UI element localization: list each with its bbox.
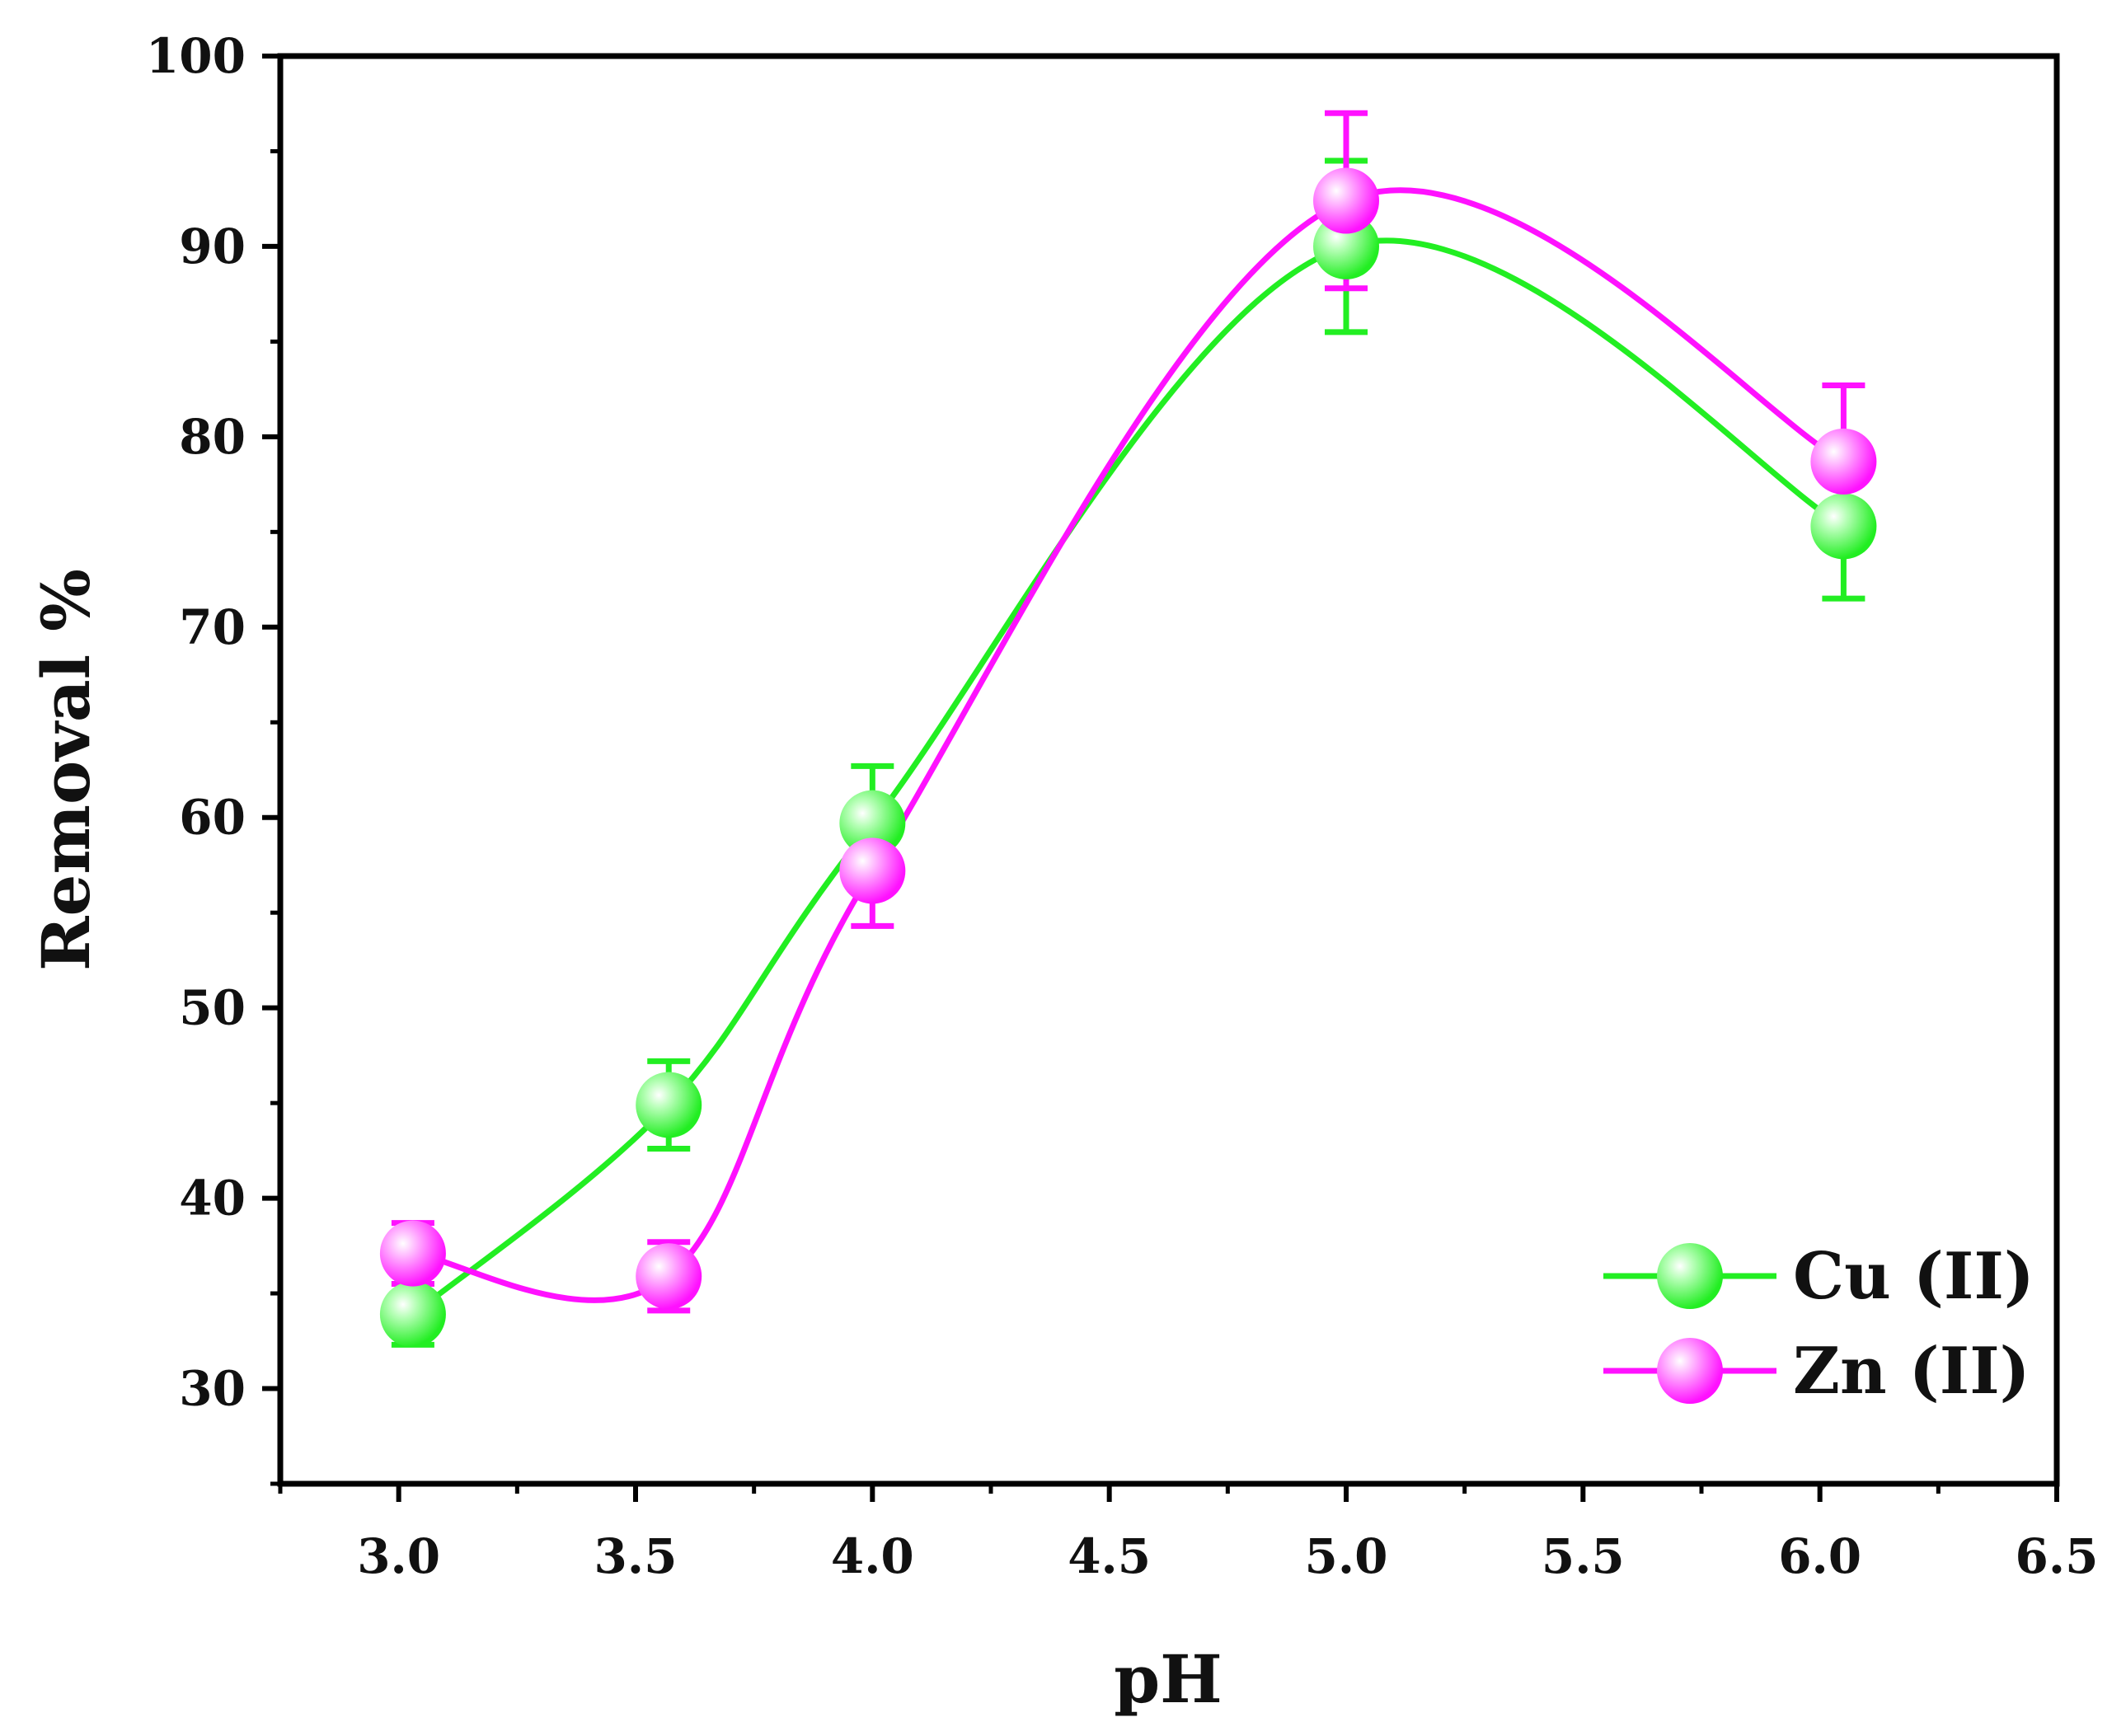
data-point-zn-ii-2 <box>839 838 906 904</box>
data-point-zn-ii-3 <box>1313 167 1379 234</box>
x-tick-label-6: 6.0 <box>1778 1528 1861 1584</box>
y-tick-label-3: 60 <box>179 790 246 846</box>
x-tick-label-3: 4.5 <box>1068 1528 1151 1584</box>
y-tick-label-0: 30 <box>179 1361 246 1417</box>
series-line-cu-ii <box>411 237 1846 1317</box>
x-tick-label-0: 3.0 <box>357 1528 440 1584</box>
y-tick-label-5: 80 <box>179 409 246 465</box>
x-tick-label-5: 5.5 <box>1542 1528 1625 1584</box>
x-axis-title: pH <box>1114 1640 1223 1718</box>
legend-marker-zn-ii <box>1657 1338 1723 1404</box>
x-tick-label-2: 4.0 <box>831 1528 914 1584</box>
y-axis-title: Removal % <box>27 569 105 971</box>
data-point-cu-ii-0 <box>379 1281 446 1348</box>
legend-label-cu-ii: Cu (II) <box>1793 1239 2034 1314</box>
data-point-cu-ii-3 <box>1313 213 1379 279</box>
data-point-cu-ii-4 <box>1810 493 1877 560</box>
data-point-zn-ii-0 <box>379 1220 446 1287</box>
y-tick-label-2: 50 <box>179 980 246 1036</box>
legend-item-zn-ii: Zn (II) <box>1603 1334 2030 1409</box>
x-tick-label-7: 6.5 <box>2016 1528 2099 1584</box>
legend-label-zn-ii: Zn (II) <box>1793 1334 2030 1409</box>
plot-frame <box>277 53 2060 1487</box>
x-tick-label-4: 5.0 <box>1305 1528 1388 1584</box>
y-tick-label-4: 70 <box>179 599 246 655</box>
y-tick-label-6: 90 <box>179 218 246 274</box>
data-point-zn-ii-1 <box>636 1243 702 1310</box>
legend-marker-cu-ii <box>1657 1243 1723 1309</box>
data-point-cu-ii-2 <box>839 790 906 856</box>
data-point-zn-ii-4 <box>1810 428 1877 495</box>
x-tick-label-1: 3.5 <box>594 1528 678 1584</box>
legend-item-cu-ii: Cu (II) <box>1603 1239 2034 1314</box>
y-tick-label-7: 100 <box>146 28 246 84</box>
y-tick-label-1: 40 <box>179 1171 246 1227</box>
data-point-cu-ii-1 <box>636 1072 702 1138</box>
